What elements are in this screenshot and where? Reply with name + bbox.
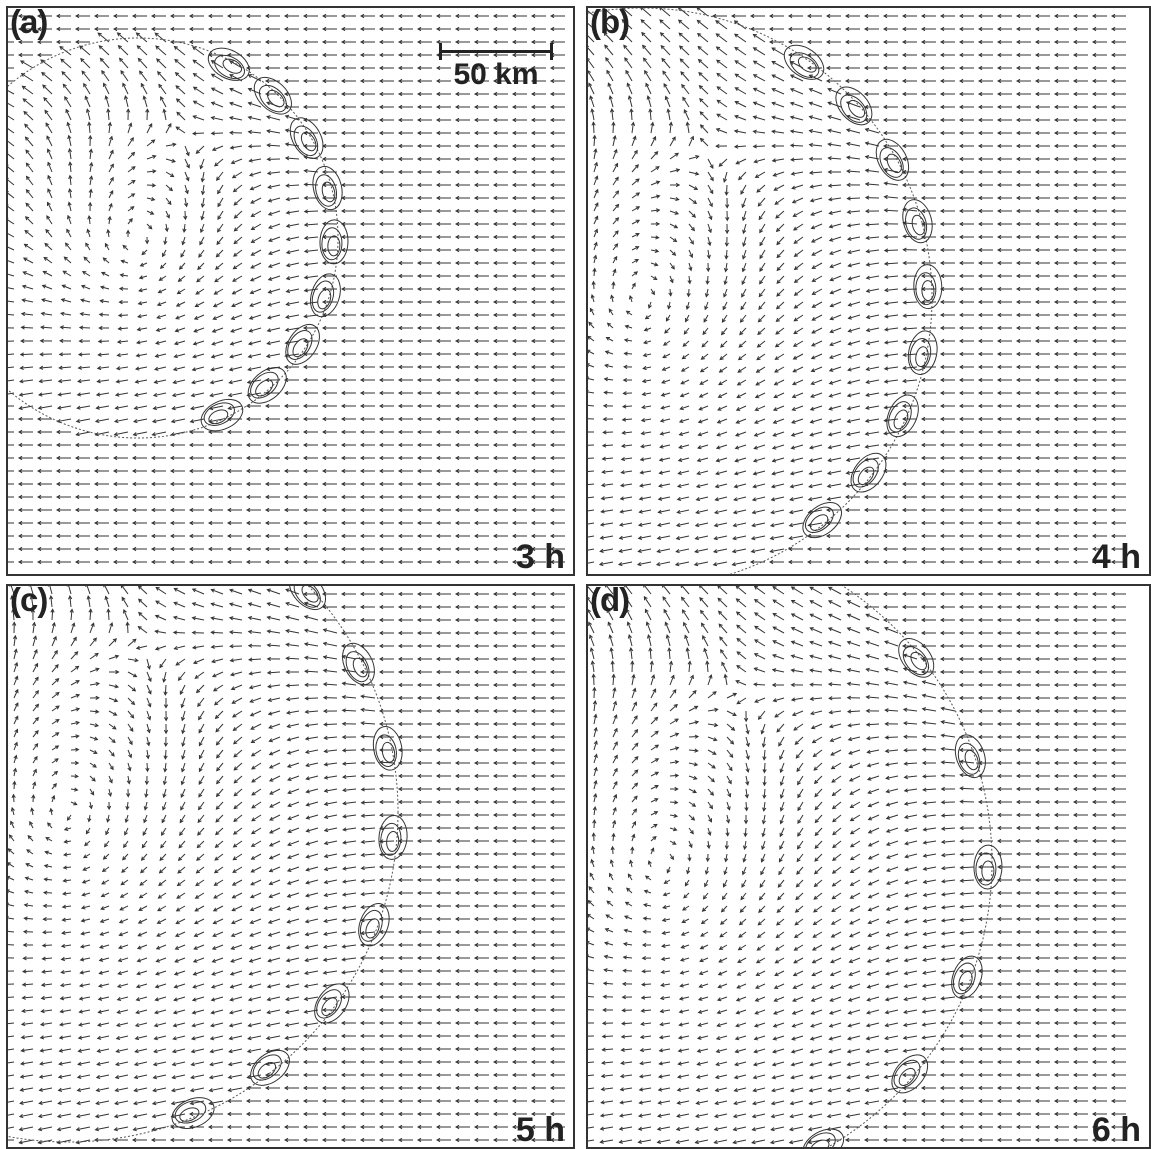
time-label: 5 h	[515, 1111, 565, 1149]
panel-label: (d)	[590, 584, 630, 618]
time-label: 4 h	[1091, 538, 1141, 576]
wind-vector-field	[588, 586, 1126, 1147]
time-label: 3 h	[515, 538, 565, 576]
panel-b: (b) 4 h	[586, 6, 1151, 576]
wind-vector-field	[8, 13, 565, 565]
convective-cells	[802, 638, 1003, 1147]
panel-a: (a) 50 km 3 h	[6, 6, 575, 576]
convective-cells	[200, 47, 349, 432]
wind-arrows	[8, 586, 565, 1145]
time-label: 6 h	[1091, 1111, 1141, 1149]
wind-vector-field	[588, 8, 1126, 574]
convective-cells	[171, 586, 408, 1129]
gust-front-arc	[827, 586, 993, 1147]
wind-vector-field	[8, 586, 565, 1145]
scale-bar-label: 50 km	[453, 58, 539, 91]
panel-label: (c)	[10, 584, 48, 618]
wind-arrows	[588, 586, 1126, 1145]
wind-arrows	[588, 8, 1126, 567]
scale-bar: 50 km	[438, 40, 554, 90]
panel-d: (d) 6 h	[586, 584, 1151, 1149]
scale-bar-cap-right	[550, 43, 553, 60]
gust-front-arc	[588, 8, 933, 574]
scale-bar-line	[440, 50, 552, 53]
panel-label: (a)	[10, 6, 48, 40]
panel-label: (b)	[590, 6, 630, 40]
convective-cells	[783, 44, 943, 539]
wind-arrows	[8, 13, 565, 565]
gust-front-arc	[8, 586, 399, 1143]
panel-c: (c) 5 h	[6, 584, 575, 1149]
